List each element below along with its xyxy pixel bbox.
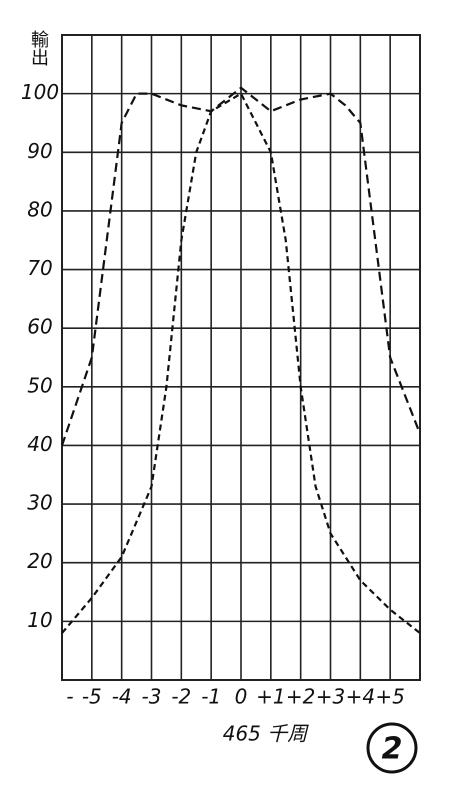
y-tick-label: 40 [27, 432, 52, 456]
y-tick-label: 90 [27, 139, 52, 163]
x-tick-label: - [66, 685, 73, 709]
x-tick-label: -2 [171, 685, 191, 709]
x-tick-label: +4 [346, 685, 375, 709]
x-tick-label: -5 [82, 685, 102, 709]
x-tick-label: -3 [142, 685, 162, 709]
y-tick-label: 20 [27, 549, 52, 573]
figure-number: 2 [382, 732, 403, 767]
x-axis-label: 465 千周 [223, 722, 310, 746]
x-tick-label: +1 [256, 685, 285, 709]
x-tick-label: 0 [235, 685, 248, 709]
x-tick-label: -1 [201, 685, 221, 709]
x-tick-label: +5 [375, 685, 404, 709]
x-tick-label: +2 [286, 685, 315, 709]
y-tick-label: 60 [27, 315, 52, 339]
figure-circle [366, 722, 418, 774]
x-tick-label: +3 [316, 685, 345, 709]
y-axis-label: 輸出 [28, 30, 49, 66]
y-tick-label: 80 [27, 197, 52, 221]
y-tick-label: 50 [27, 373, 52, 397]
series-line [60, 86, 422, 446]
y-tick-label: 10 [27, 608, 52, 632]
y-tick-label: 100 [21, 80, 59, 104]
y-tick-label: 30 [27, 491, 52, 515]
x-tick-label: -4 [112, 685, 132, 709]
y-tick-label: 70 [27, 256, 52, 280]
